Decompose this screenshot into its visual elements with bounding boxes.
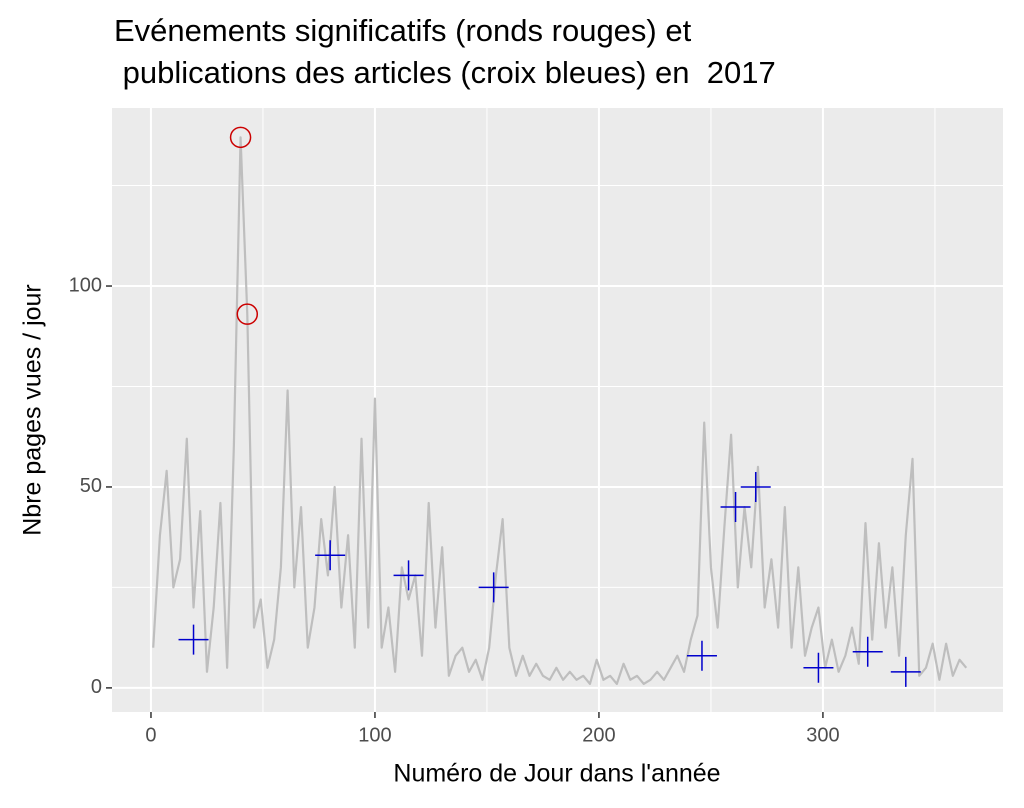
data-line (152, 136, 968, 685)
article-marker (178, 624, 209, 655)
chart-title: publications des articles (croix bleues)… (114, 55, 776, 90)
event-marker (236, 303, 259, 325)
x-tick-label: 0 (145, 724, 156, 746)
article-marker (720, 492, 751, 523)
article-marker (890, 656, 921, 687)
article-marker (740, 471, 771, 502)
x-tick-label: 200 (582, 724, 615, 746)
article-marker (803, 652, 834, 683)
chart-title: Evénements significatifs (ronds rouges) … (114, 13, 692, 48)
article-marker (478, 572, 509, 603)
x-tick-label: 300 (806, 724, 839, 746)
plot-panel (112, 108, 1003, 712)
article-marker (686, 640, 717, 671)
y-tick-label: 100 (69, 274, 102, 296)
article-marker (393, 560, 424, 591)
y-tick-label: 0 (91, 676, 102, 698)
x-tick-label: 100 (358, 724, 391, 746)
article-marker (852, 636, 883, 667)
event-marker (229, 126, 252, 149)
y-tick-label: 50 (80, 475, 102, 497)
article-marker (315, 540, 346, 571)
y-axis-label: Nbre pages vues / jour (19, 284, 47, 536)
x-axis-label: Numéro de Jour dans l'année (393, 760, 720, 788)
